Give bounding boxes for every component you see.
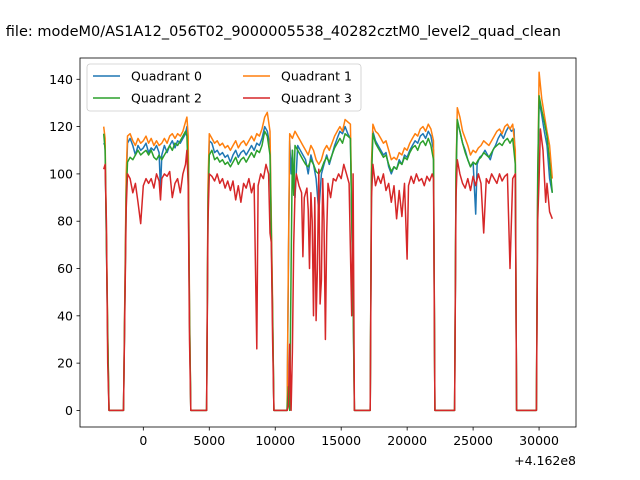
plot-area — [79, 57, 577, 428]
plot-background — [80, 58, 576, 427]
x-tick-label: 10000 — [255, 433, 295, 448]
x-tick-label: 5000 — [193, 433, 225, 448]
y-tick-label: 40 — [57, 308, 73, 323]
y-axis: 0 20 40 60 80 100 120 140 — [49, 72, 80, 418]
x-tick-label: 30000 — [519, 433, 559, 448]
y-tick-label: 60 — [57, 261, 73, 276]
x-axis-offset-label: +4.162e8 — [514, 453, 576, 468]
legend-label-quadrant-1: Quadrant 1 — [281, 69, 352, 84]
plot-frame — [79, 57, 577, 428]
series-line-quadrant-1 — [102, 71, 554, 412]
x-axis: 0 5000 10000 15000 20000 25000 30000 — [139, 427, 559, 448]
y-tick-label: 80 — [57, 214, 73, 229]
legend-label-quadrant-3: Quadrant 3 — [281, 91, 352, 106]
x-tick-label: 15000 — [321, 433, 361, 448]
legend-frame — [86, 63, 362, 112]
series-line-quadrant-3 — [102, 128, 553, 412]
series-line-quadrant-2 — [102, 95, 554, 412]
y-tick-label: 0 — [65, 403, 73, 418]
series-layer — [102, 71, 554, 412]
y-tick-label: 100 — [49, 166, 73, 181]
y-tick-label: 20 — [57, 356, 73, 371]
chart-title: n file: modeM0/AS1A12_056T02_9000005538_… — [0, 24, 561, 40]
x-tick-label: 0 — [139, 433, 147, 448]
x-tick-label: 25000 — [453, 433, 493, 448]
y-tick-label: 120 — [49, 119, 73, 134]
legend-label-quadrant-0: Quadrant 0 — [131, 69, 202, 84]
legend-label-quadrant-2: Quadrant 2 — [131, 91, 202, 106]
x-tick-label: 20000 — [387, 433, 427, 448]
y-tick-label: 140 — [49, 72, 73, 87]
legend[interactable]: Quadrant 0 Quadrant 1 Quadrant 2 Quadrant 3 — [86, 63, 362, 112]
